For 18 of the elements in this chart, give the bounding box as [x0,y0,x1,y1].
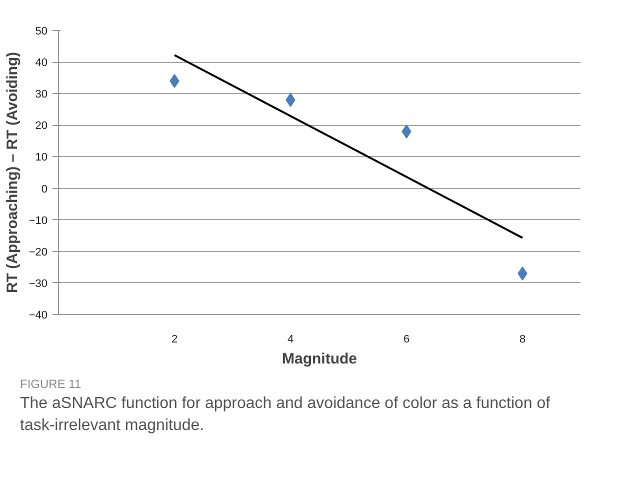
text: The aSNARC function for approach and avoidance of color as a function of task-irrelevant magnitude. [20,394,552,436]
y-tick-label: 50 [35,26,48,38]
x-tick-label: 4 [287,334,294,346]
y-tick-label: 10 [35,152,48,164]
y-tick-label: 20 [35,120,48,132]
y-tick-label: −10 [28,214,48,227]
y-tick-label: −40 [28,310,48,322]
y-tick-label: −30 [28,278,48,290]
x-axis-title: Magnitude [282,350,358,368]
caption: FIGURE 11 [20,376,82,393]
y-tick-label: 40 [35,57,48,70]
x-tick-label: 8 [519,334,526,346]
y-tick-label: 0 [41,183,48,196]
y-tick-label: −20 [28,246,48,258]
x-tick-label: 6 [403,334,410,346]
x-tick-label: 2 [171,334,178,346]
y-tick-label: 30 [35,88,48,101]
y-axis-title: RT (Approaching) – RT (Avoiding) [4,52,21,294]
